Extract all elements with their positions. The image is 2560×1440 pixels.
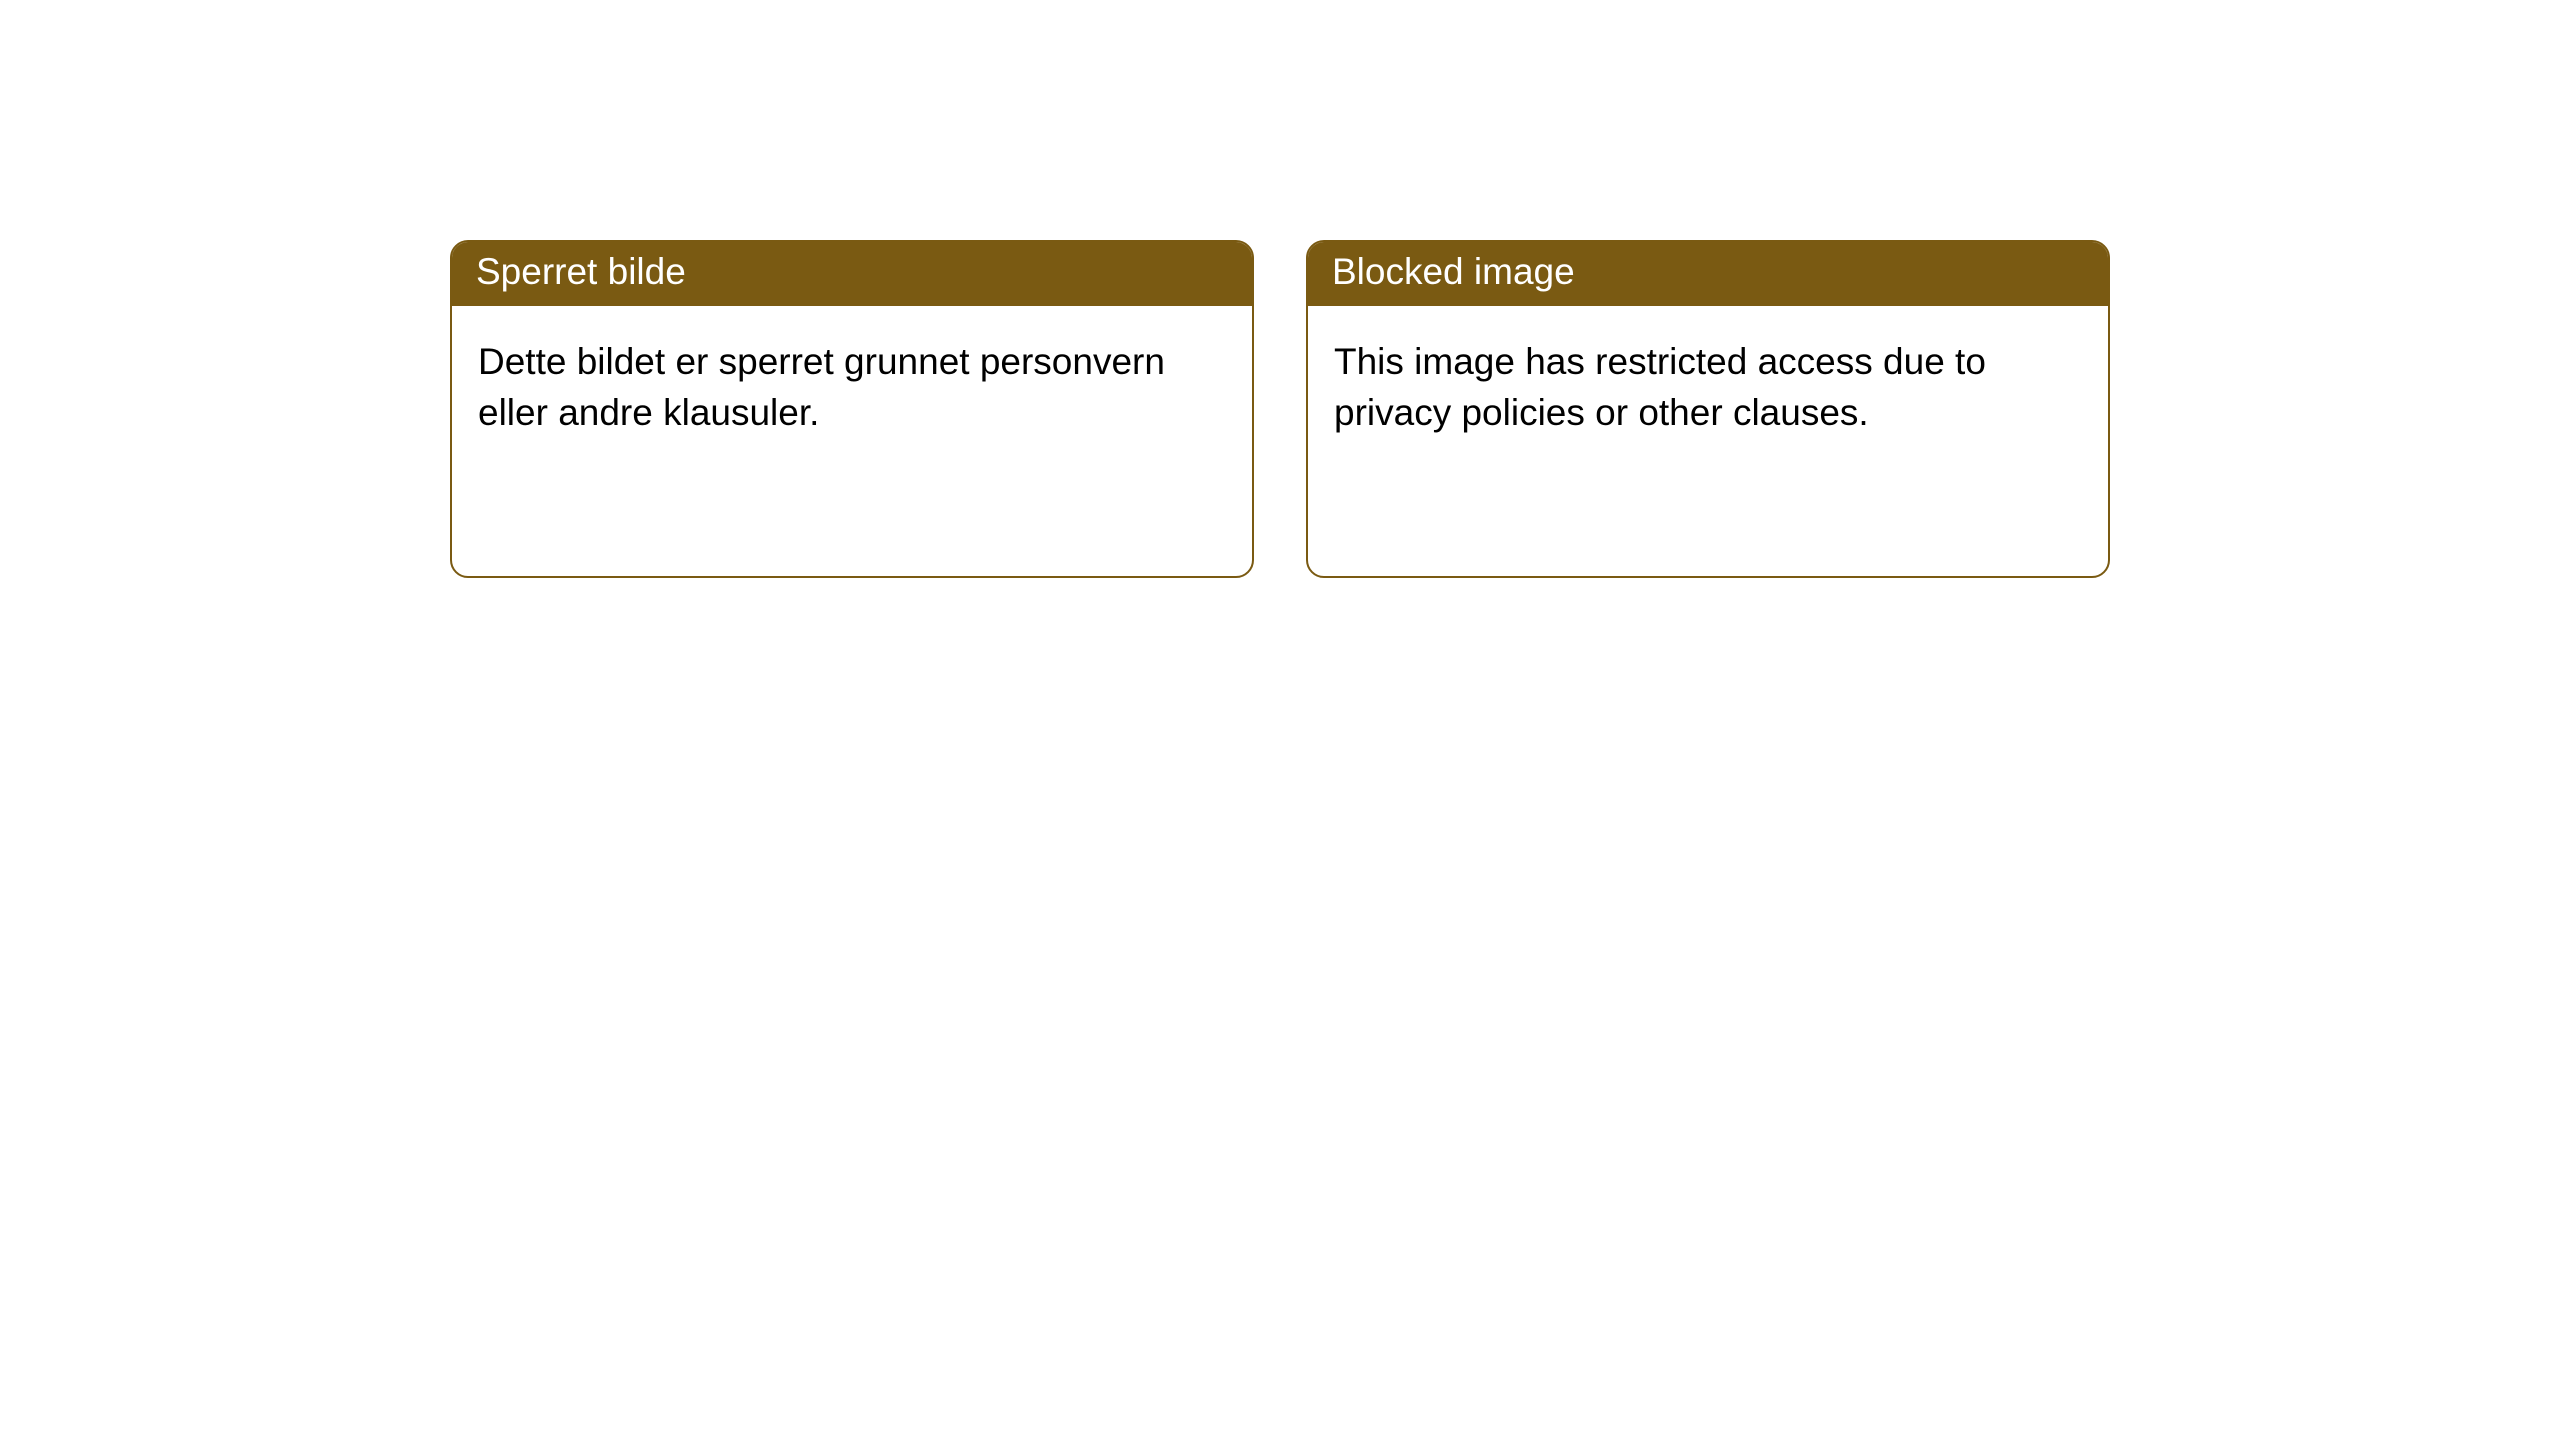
- notice-body: This image has restricted access due to …: [1308, 306, 2108, 468]
- notice-body: Dette bildet er sperret grunnet personve…: [452, 306, 1252, 468]
- notices-container: Sperret bilde Dette bildet er sperret gr…: [450, 240, 2110, 578]
- notice-box-english: Blocked image This image has restricted …: [1306, 240, 2110, 578]
- notice-header: Sperret bilde: [452, 242, 1252, 306]
- notice-box-norwegian: Sperret bilde Dette bildet er sperret gr…: [450, 240, 1254, 578]
- notice-header: Blocked image: [1308, 242, 2108, 306]
